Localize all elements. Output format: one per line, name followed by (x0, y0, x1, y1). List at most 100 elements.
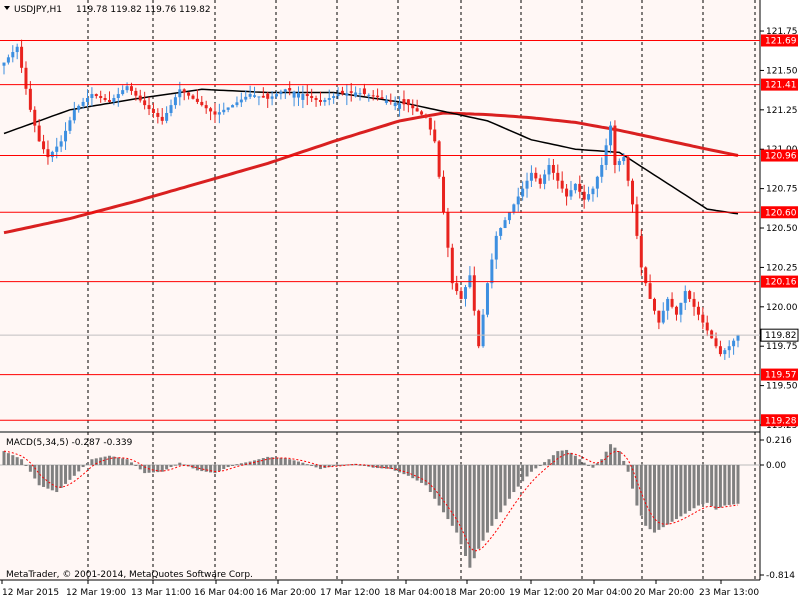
candle-body[interactable] (626, 157, 630, 181)
candle-body[interactable] (609, 125, 613, 146)
candle-body[interactable] (279, 91, 283, 95)
candle-body[interactable] (420, 111, 424, 115)
candle-body[interactable] (565, 188, 569, 197)
candle-body[interactable] (411, 105, 415, 109)
candlestick-series[interactable] (2, 39, 740, 360)
candle-body[interactable] (107, 99, 111, 102)
candle-body[interactable] (485, 283, 489, 315)
candle-body[interactable] (204, 105, 208, 109)
candle-body[interactable] (521, 188, 525, 197)
candle-body[interactable] (635, 204, 639, 236)
candle-body[interactable] (543, 174, 547, 184)
horizontal-levels[interactable]: 121.69121.41120.96120.60120.16119.57119.… (0, 34, 799, 427)
candle-body[interactable] (253, 95, 257, 97)
candle-body[interactable] (173, 97, 177, 106)
candle-body[interactable] (191, 95, 195, 99)
candle-body[interactable] (710, 330, 714, 339)
candle-body[interactable] (217, 112, 221, 115)
candle-body[interactable] (72, 109, 76, 121)
candle-body[interactable] (125, 86, 129, 91)
candle-body[interactable] (116, 94, 120, 99)
candle-body[interactable] (121, 90, 125, 95)
dropdown-arrow-icon[interactable] (4, 6, 10, 10)
candle-body[interactable] (42, 141, 46, 150)
candle-body[interactable] (354, 92, 358, 97)
candle-body[interactable] (81, 101, 85, 106)
candle-body[interactable] (68, 120, 72, 131)
candle-body[interactable] (402, 99, 406, 105)
candle-body[interactable] (288, 87, 292, 91)
candle-body[interactable] (437, 141, 441, 177)
candle-body[interactable] (617, 161, 621, 165)
candle-body[interactable] (459, 291, 463, 299)
candle-body[interactable] (631, 180, 635, 205)
candle-body[interactable] (718, 346, 722, 355)
candle-body[interactable] (499, 228, 503, 236)
candle-body[interactable] (327, 98, 331, 100)
candle-body[interactable] (33, 109, 37, 126)
candle-body[interactable] (600, 164, 604, 177)
candle-body[interactable] (270, 96, 274, 99)
candle-body[interactable] (582, 191, 586, 200)
candle-body[interactable] (494, 235, 498, 260)
candle-body[interactable] (376, 95, 380, 98)
candle-body[interactable] (86, 98, 90, 102)
candle-body[interactable] (138, 95, 142, 101)
candle-body[interactable] (529, 172, 533, 181)
candle-body[interactable] (503, 220, 507, 229)
candle-body[interactable] (99, 96, 103, 99)
candle-body[interactable] (318, 99, 322, 102)
candle-body[interactable] (50, 151, 54, 158)
candle-body[interactable] (296, 92, 300, 98)
candle-body[interactable] (371, 95, 375, 97)
candle-body[interactable] (380, 97, 384, 99)
candle-body[interactable] (11, 52, 15, 58)
candle-body[interactable] (538, 178, 542, 184)
candle-body[interactable] (463, 287, 467, 299)
candle-body[interactable] (20, 46, 24, 68)
candle-body[interactable] (239, 99, 243, 103)
candle-body[interactable] (112, 98, 116, 102)
candle-body[interactable] (257, 96, 261, 98)
candle-body[interactable] (450, 247, 454, 284)
candle-body[interactable] (367, 94, 371, 96)
candle-body[interactable] (507, 212, 511, 221)
candle-body[interactable] (90, 94, 94, 99)
candle-body[interactable] (235, 102, 239, 106)
candle-body[interactable] (6, 57, 10, 63)
candle-body[interactable] (578, 183, 582, 192)
candle-body[interactable] (248, 94, 252, 97)
candle-body[interactable] (178, 89, 182, 98)
candle-body[interactable] (55, 146, 59, 152)
candle-body[interactable] (231, 105, 235, 108)
candle-body[interactable] (275, 94, 279, 97)
candle-body[interactable] (244, 96, 248, 100)
candle-body[interactable] (406, 99, 410, 106)
candle-body[interactable] (195, 98, 199, 102)
candle-body[interactable] (490, 259, 494, 284)
candle-body[interactable] (165, 112, 169, 121)
candle-body[interactable] (644, 267, 648, 284)
candle-body[interactable] (64, 130, 68, 142)
candle-body[interactable] (46, 149, 50, 158)
candle-body[interactable] (652, 298, 656, 311)
candle-body[interactable] (59, 141, 63, 147)
candle-body[interactable] (692, 298, 696, 307)
candle-body[interactable] (622, 157, 626, 162)
candle-body[interactable] (151, 109, 155, 113)
candle-body[interactable] (15, 46, 19, 53)
candle-body[interactable] (266, 93, 270, 99)
candle-body[interactable] (573, 183, 577, 191)
candle-body[interactable] (37, 125, 41, 142)
candle-body[interactable] (415, 108, 419, 112)
candle-body[interactable] (77, 105, 81, 110)
candle-body[interactable] (169, 105, 173, 113)
candle-body[interactable] (534, 172, 538, 179)
candle-body[interactable] (424, 114, 428, 118)
candle-body[interactable] (442, 176, 446, 213)
candle-body[interactable] (209, 108, 213, 112)
candle-body[interactable] (156, 112, 160, 117)
candle-body[interactable] (723, 350, 727, 355)
